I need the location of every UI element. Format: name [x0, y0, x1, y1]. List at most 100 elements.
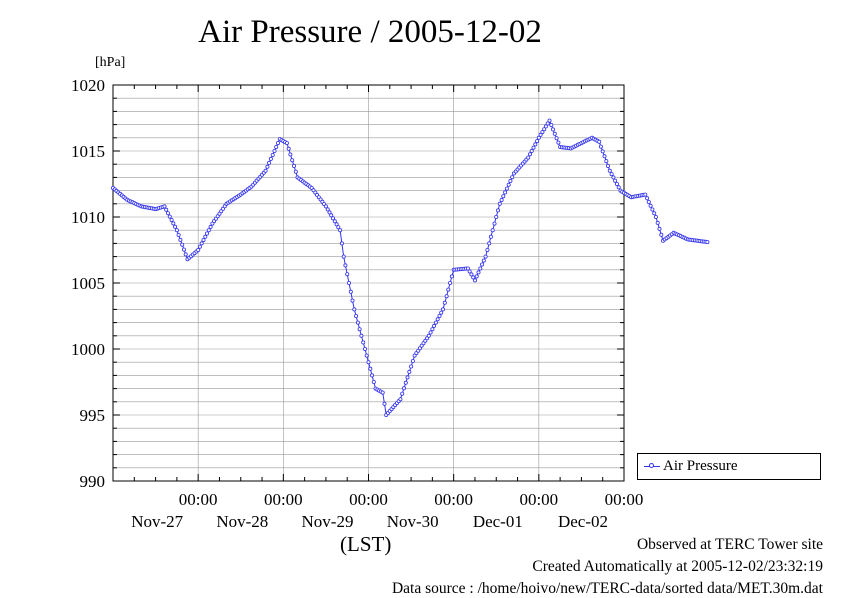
data-point: [657, 226, 662, 231]
data-point: [478, 266, 483, 271]
data-point: [272, 148, 277, 153]
data-point: [481, 258, 486, 263]
footer-data-source: Data source : /home/hoivo/new/TERC-data/…: [391, 580, 823, 597]
x-tick-label-date: Dec-02: [558, 512, 608, 531]
data-point: [165, 211, 170, 216]
data-point: [173, 224, 178, 229]
data-point: [362, 346, 367, 351]
data-point: [368, 366, 373, 371]
data-point: [400, 391, 405, 396]
data-point: [169, 217, 174, 222]
y-axis: 990 995 1000 1005 1010 1015 1020: [71, 76, 624, 491]
series-air-pressure: [111, 118, 710, 417]
data-point: [469, 272, 474, 277]
data-point: [330, 216, 335, 221]
y-tick-label: 1005: [71, 274, 105, 293]
data-point: [325, 207, 330, 212]
data-point: [409, 364, 414, 369]
data-point: [336, 225, 341, 230]
data-point: [428, 330, 433, 335]
data-point: [652, 211, 657, 216]
data-point: [345, 272, 350, 277]
data-point: [178, 237, 183, 242]
x-tick-label-date: Nov-27: [131, 512, 183, 531]
data-point: [183, 252, 188, 257]
data-point: [208, 224, 213, 229]
y-tick-label: 990: [80, 472, 106, 491]
data-point: [549, 123, 554, 128]
data-point: [483, 254, 488, 259]
data-point: [480, 262, 485, 267]
data-point: [533, 142, 538, 147]
chart-title: Air Pressure / 2005-12-02: [198, 14, 542, 50]
data-point: [197, 244, 202, 249]
data-point: [476, 270, 481, 275]
data-point: [597, 139, 602, 144]
data-point: [359, 333, 364, 338]
data-point: [467, 269, 472, 274]
data-point: [494, 214, 499, 219]
data-point: [510, 175, 515, 180]
data-point: [382, 401, 387, 406]
data-point: [508, 178, 513, 183]
data-point: [604, 159, 609, 164]
data-point: [361, 340, 366, 345]
data-point: [465, 266, 470, 271]
data-point: [528, 152, 533, 157]
data-point: [204, 231, 209, 236]
data-point: [472, 278, 477, 283]
data-point: [540, 130, 545, 135]
data-point: [371, 379, 376, 384]
data-point: [341, 254, 346, 259]
data-point: [446, 287, 451, 292]
data-point: [488, 234, 493, 239]
data-point: [648, 203, 653, 208]
data-point: [403, 380, 408, 385]
x-tick-label-date: Nov-30: [387, 512, 439, 531]
data-point: [552, 131, 557, 136]
data-point: [339, 241, 344, 246]
footer-created-time: Created Automatically at 2005-12-02/23:3…: [532, 558, 823, 575]
data-point: [448, 280, 453, 285]
data-point: [554, 136, 559, 141]
data-point: [547, 118, 552, 123]
data-point: [270, 152, 275, 157]
y-tick-label: 1020: [71, 76, 105, 95]
data-point: [503, 190, 508, 195]
data-point: [286, 146, 291, 151]
data-point: [435, 317, 440, 322]
data-point: [504, 186, 509, 191]
y-tick-label: 1000: [71, 340, 105, 359]
data-point: [263, 168, 268, 173]
x-tick-label-date: Dec-01: [473, 512, 523, 531]
data-point: [291, 163, 296, 168]
data-point: [645, 196, 650, 201]
data-point: [471, 275, 476, 280]
data-point: [364, 353, 369, 358]
data-point: [492, 221, 497, 226]
data-point: [199, 241, 204, 246]
y-tick-label: 1015: [71, 142, 105, 161]
footer-observed-site: Observed at TERC Tower site: [636, 536, 823, 553]
data-point: [538, 132, 543, 137]
data-point: [440, 307, 445, 312]
data-point: [380, 390, 385, 395]
data-point: [348, 289, 353, 294]
data-point: [407, 369, 412, 374]
data-point: [338, 228, 343, 233]
data-point: [426, 333, 431, 338]
data-point: [542, 127, 547, 132]
y-tick-label: 995: [80, 406, 106, 425]
data-point: [551, 127, 556, 132]
data-point: [350, 298, 355, 303]
x-tick-label-time: 00:00: [434, 490, 473, 509]
data-point: [655, 220, 660, 225]
x-tick-label-time: 00:00: [349, 490, 388, 509]
data-point: [410, 358, 415, 363]
data-point: [167, 214, 172, 219]
data-point: [495, 208, 500, 213]
data-point: [616, 185, 621, 190]
data-point: [600, 149, 605, 154]
data-point: [352, 307, 357, 312]
